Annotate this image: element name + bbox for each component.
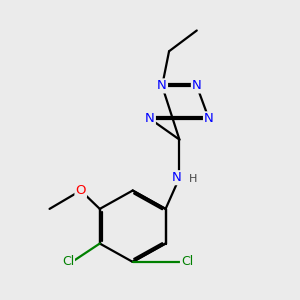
Text: O: O xyxy=(76,184,86,197)
Text: N: N xyxy=(204,112,214,125)
Text: N: N xyxy=(172,171,182,184)
Text: H: H xyxy=(189,174,197,184)
Text: N: N xyxy=(145,112,155,125)
Text: Cl: Cl xyxy=(181,255,193,268)
Text: Cl: Cl xyxy=(62,255,74,268)
Text: N: N xyxy=(192,80,202,92)
Text: N: N xyxy=(157,80,167,92)
